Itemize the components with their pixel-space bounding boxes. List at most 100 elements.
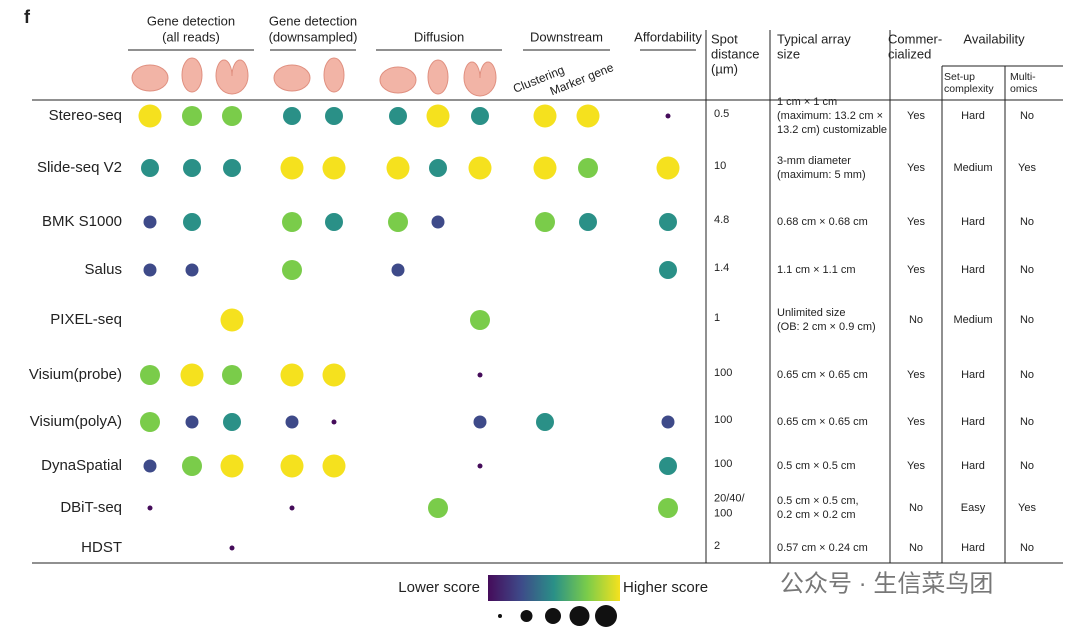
- method-label: Salus: [84, 261, 122, 278]
- score-dot: [280, 156, 304, 180]
- score-dot: [220, 308, 244, 332]
- score-dot: [428, 498, 448, 518]
- table-cell: Yes: [907, 369, 925, 381]
- group-header: Gene detection: [147, 13, 235, 28]
- score-dot: [229, 545, 235, 551]
- score-dot: [143, 263, 157, 277]
- method-label: DBiT-seq: [60, 499, 122, 516]
- table-cell: Yes: [907, 110, 925, 122]
- score-dot: [656, 156, 680, 180]
- score-dot: [143, 215, 157, 229]
- score-dot: [331, 419, 337, 425]
- table-cell: Medium: [953, 314, 992, 326]
- score-dot: [180, 363, 204, 387]
- table-cell: Hard: [961, 460, 985, 472]
- table-header: size: [777, 46, 800, 61]
- table-cell: 1.4: [714, 262, 729, 274]
- method-label: DynaSpatial: [41, 457, 122, 474]
- score-dot: [283, 107, 301, 125]
- table-cell: Yes: [907, 460, 925, 472]
- score-dot: [325, 107, 343, 125]
- table-cell: Easy: [961, 502, 986, 514]
- table-header: Multi-: [1010, 71, 1036, 83]
- score-dot: [185, 263, 199, 277]
- table-cell: Yes: [907, 416, 925, 428]
- score-dot: [138, 104, 162, 128]
- score-dot: [220, 454, 244, 478]
- table-cell: No: [1020, 264, 1034, 276]
- table-cell: Hard: [961, 542, 985, 554]
- table-cell: 0.5 cm × 0.5 cm,: [777, 495, 859, 507]
- table-cell: Yes: [907, 162, 925, 174]
- table-cell: 0.65 cm × 0.65 cm: [777, 416, 868, 428]
- score-dot: [391, 263, 405, 277]
- score-dot: [471, 107, 489, 125]
- table-cell: 100: [714, 367, 732, 379]
- table-cell: No: [1020, 110, 1034, 122]
- table-cell: 1: [714, 312, 720, 324]
- score-dot: [388, 212, 408, 232]
- table-cell: 10: [714, 160, 726, 172]
- score-dot: [182, 456, 202, 476]
- table-cell: (OB: 2 cm × 0.9 cm): [777, 321, 876, 333]
- table-cell: Yes: [907, 216, 925, 228]
- method-label: Slide-seq V2: [37, 159, 122, 176]
- score-dot: [659, 213, 677, 231]
- size-key: [520, 610, 533, 622]
- table-cell: 0.68 cm × 0.68 cm: [777, 216, 868, 228]
- table-cell: 1 cm × 1 cm: [777, 96, 837, 108]
- score-dot: [579, 213, 597, 231]
- score-dot: [140, 412, 160, 432]
- table-cell: (maximum: 13.2 cm ×: [777, 110, 883, 122]
- table-cell: Unlimited size: [777, 307, 845, 319]
- table-cell: 1.1 cm × 1.1 cm: [777, 264, 856, 276]
- score-dot: [280, 363, 304, 387]
- score-dot: [431, 215, 445, 229]
- score-dot: [661, 415, 675, 429]
- table-header: Availability: [963, 31, 1025, 46]
- table-cell: Hard: [961, 264, 985, 276]
- table-cell: No: [1020, 369, 1034, 381]
- score-dot: [183, 213, 201, 231]
- score-dot: [143, 459, 157, 473]
- score-dot: [289, 505, 295, 511]
- table-cell: 0.5: [714, 108, 729, 120]
- score-dot: [477, 372, 483, 378]
- table-cell: No: [1020, 542, 1034, 554]
- score-dot: [280, 454, 304, 478]
- size-key: [545, 608, 561, 624]
- size-key: [498, 614, 502, 618]
- method-label: Visium(polyA): [30, 413, 122, 430]
- score-dot: [140, 365, 160, 385]
- score-dot: [535, 212, 555, 232]
- score-dot: [658, 498, 678, 518]
- score-dot: [477, 463, 483, 469]
- score-dot: [470, 310, 490, 330]
- table-cell: (maximum: 5 mm): [777, 169, 866, 181]
- size-key: [595, 605, 617, 627]
- table-cell: No: [909, 502, 923, 514]
- table-cell: Yes: [1018, 162, 1036, 174]
- legend-high: Higher score: [623, 579, 708, 596]
- table-cell: No: [1020, 314, 1034, 326]
- group-header: Downstream: [530, 29, 603, 44]
- table-cell: No: [1020, 216, 1034, 228]
- table-cell: 0.57 cm × 0.24 cm: [777, 542, 868, 554]
- score-dot: [285, 415, 299, 429]
- score-dot: [468, 156, 492, 180]
- score-dot: [183, 159, 201, 177]
- score-dot: [578, 158, 598, 178]
- table-cell: Yes: [907, 264, 925, 276]
- colorbar: [488, 575, 620, 601]
- group-header: (all reads): [162, 29, 220, 44]
- score-dot: [665, 113, 671, 119]
- score-dot: [282, 260, 302, 280]
- table-header: Commer-: [888, 31, 942, 46]
- table-cell: Hard: [961, 416, 985, 428]
- group-header: (downsampled): [269, 29, 358, 44]
- table-header: omics: [1010, 83, 1037, 95]
- table-cell: 13.2 cm) customizable: [777, 124, 887, 136]
- tissue-icons: [131, 57, 497, 97]
- group-header: Affordability: [634, 29, 702, 44]
- score-dot: [533, 104, 557, 128]
